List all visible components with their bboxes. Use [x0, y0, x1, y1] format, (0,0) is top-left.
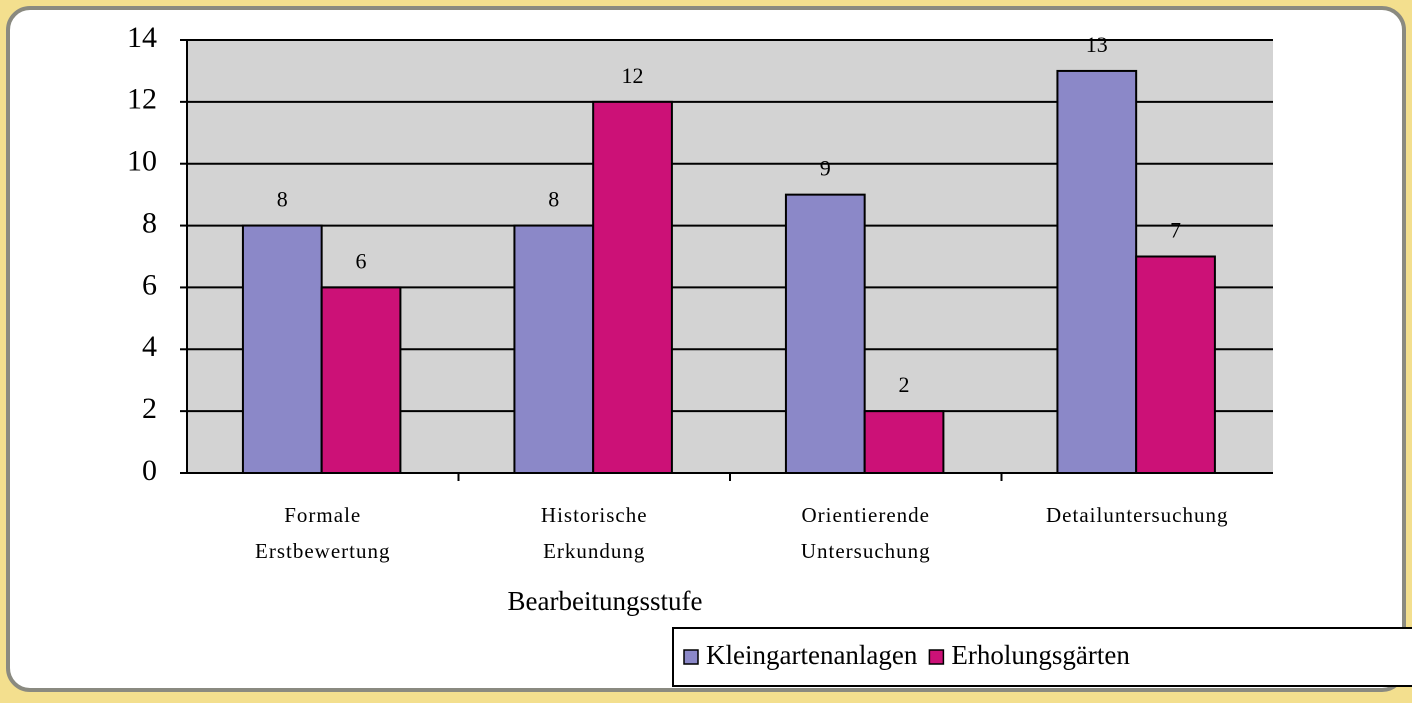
value-label: 2	[899, 372, 910, 397]
bar	[1135, 255, 1216, 474]
value-label: 12	[622, 63, 644, 88]
y-tick-label: 0	[142, 454, 157, 487]
legend-swatch	[683, 649, 699, 665]
y-tick-label: 10	[127, 145, 157, 178]
bar	[784, 193, 866, 474]
legend-box	[672, 627, 1412, 687]
x-tick-label: Historische Erkundung	[541, 503, 648, 563]
value-label: 7	[1170, 218, 1181, 243]
x-tick-label: Orientierende Untersuchung	[801, 503, 931, 563]
bar	[320, 286, 402, 474]
value-label: 8	[548, 187, 559, 212]
bar	[241, 224, 323, 474]
y-tick-label: 14	[127, 21, 157, 54]
x-tick-label: Formale Erstbewertung	[255, 503, 390, 563]
value-label: 9	[820, 156, 831, 181]
y-tick-label: 2	[142, 392, 157, 425]
legend-label: Kleingartenanlagen	[706, 640, 918, 670]
bar	[592, 100, 673, 474]
bar	[1056, 69, 1138, 475]
y-tick-label: 12	[127, 83, 157, 116]
legend-swatch	[928, 649, 945, 665]
value-label: 6	[356, 248, 367, 273]
y-tick-label: 8	[142, 206, 157, 239]
value-label: 13	[1086, 32, 1108, 57]
bar	[863, 410, 945, 474]
legend-label: Erholungsgärten	[951, 640, 1130, 670]
x-axis-title: Bearbeitungsstufe	[508, 586, 703, 616]
y-tick-label: 6	[142, 268, 157, 301]
y-tick-label: 4	[142, 330, 157, 363]
x-tick-label: Detailuntersuchung	[1046, 503, 1228, 527]
bar	[513, 224, 595, 474]
value-label: 8	[277, 187, 288, 212]
